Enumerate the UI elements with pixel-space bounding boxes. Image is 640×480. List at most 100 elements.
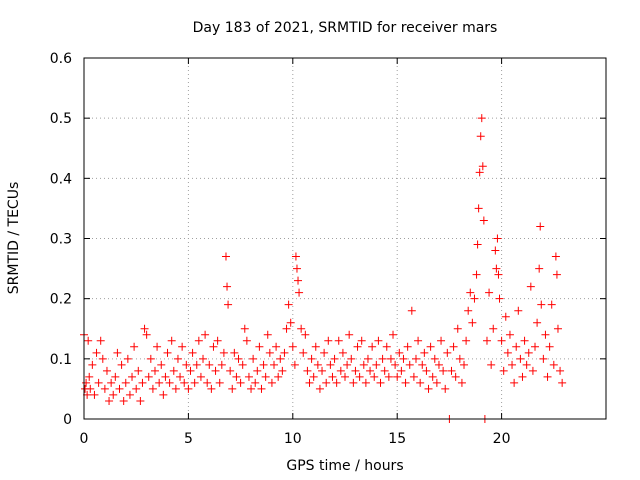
data-point [90,390,99,399]
data-point [255,342,264,351]
axis-ticks: 0 0.1 0.2 0.3 0.4 0.5 0.6 0 5 10 15 20 [50,51,606,447]
data-point [462,336,471,345]
data-point [194,336,203,345]
data-point [374,336,383,345]
data-point [123,354,132,363]
data-point [524,348,533,357]
data-point [150,366,159,375]
data-point [211,366,220,375]
data-point [409,372,418,381]
data-point [291,252,300,261]
y-tick-label: 0.4 [50,171,72,187]
data-point [176,372,185,381]
data-point [556,366,565,375]
y-axis-title: SRMTID / TECUs [6,182,22,295]
data-point [180,378,189,387]
data-point [372,360,381,369]
data-point [439,366,448,375]
data-point [136,396,145,405]
data-point [545,342,554,351]
data-point [380,366,389,375]
data-point [512,342,521,351]
data-point [407,306,416,315]
data-point [301,330,310,339]
data-point [307,354,316,363]
data-point [265,348,274,357]
data-point [457,378,466,387]
data-point [553,324,562,333]
data-point [537,300,546,309]
data-point [207,384,216,393]
data-point [363,354,372,363]
x-tick-label: 0 [80,431,89,447]
data-point [482,336,491,345]
data-point [297,324,306,333]
data-point [92,348,101,357]
data-point [146,354,155,363]
y-tick-label: 0.3 [50,232,72,248]
data-point [102,366,111,375]
y-tick-label: 0 [63,412,72,428]
data-point [294,276,303,285]
data-point [391,360,400,369]
data-point [426,342,435,351]
data-point [441,384,450,393]
data-point [393,372,402,381]
data-point [276,354,285,363]
data-point [140,324,149,333]
data-point [424,384,433,393]
data-point [88,360,97,369]
data-point [389,330,398,339]
data-point [355,372,364,381]
data-point [324,336,333,345]
data-points [80,114,567,423]
data-point [115,384,124,393]
data-point [213,336,222,345]
data-point [318,366,327,375]
data-point [272,342,281,351]
data-point [336,366,345,375]
data-point [163,348,172,357]
data-point [508,360,517,369]
data-point [479,216,488,225]
data-point [533,318,542,327]
data-point [384,372,393,381]
data-point [186,366,195,375]
data-point [251,378,260,387]
x-axis-title: GPS time / hours [286,458,403,474]
data-point [315,384,324,393]
data-point [494,270,503,279]
data-point [98,354,107,363]
data-point [378,354,387,363]
data-point [434,360,443,369]
data-point [495,294,504,303]
data-point [401,378,410,387]
data-point [397,366,406,375]
data-point [420,348,429,357]
data-point [234,354,243,363]
data-point [178,342,187,351]
data-point [215,378,224,387]
data-point [125,390,134,399]
data-point [455,354,464,363]
data-point [411,354,420,363]
data-point [330,354,339,363]
y-tick-label: 0.1 [50,352,72,368]
data-point [414,336,423,345]
y-tick-label: 0.2 [50,292,72,308]
data-point [284,300,293,309]
data-point [405,360,414,369]
data-point [270,360,279,369]
data-point [403,342,412,351]
data-point [173,354,182,363]
data-point [240,324,249,333]
data-point [303,366,312,375]
data-point [224,300,233,309]
data-point [464,306,473,315]
data-point [144,372,153,381]
data-point [169,366,178,375]
data-point [466,288,475,297]
data-point [109,390,118,399]
data-point [244,372,253,381]
data-point [286,318,295,327]
